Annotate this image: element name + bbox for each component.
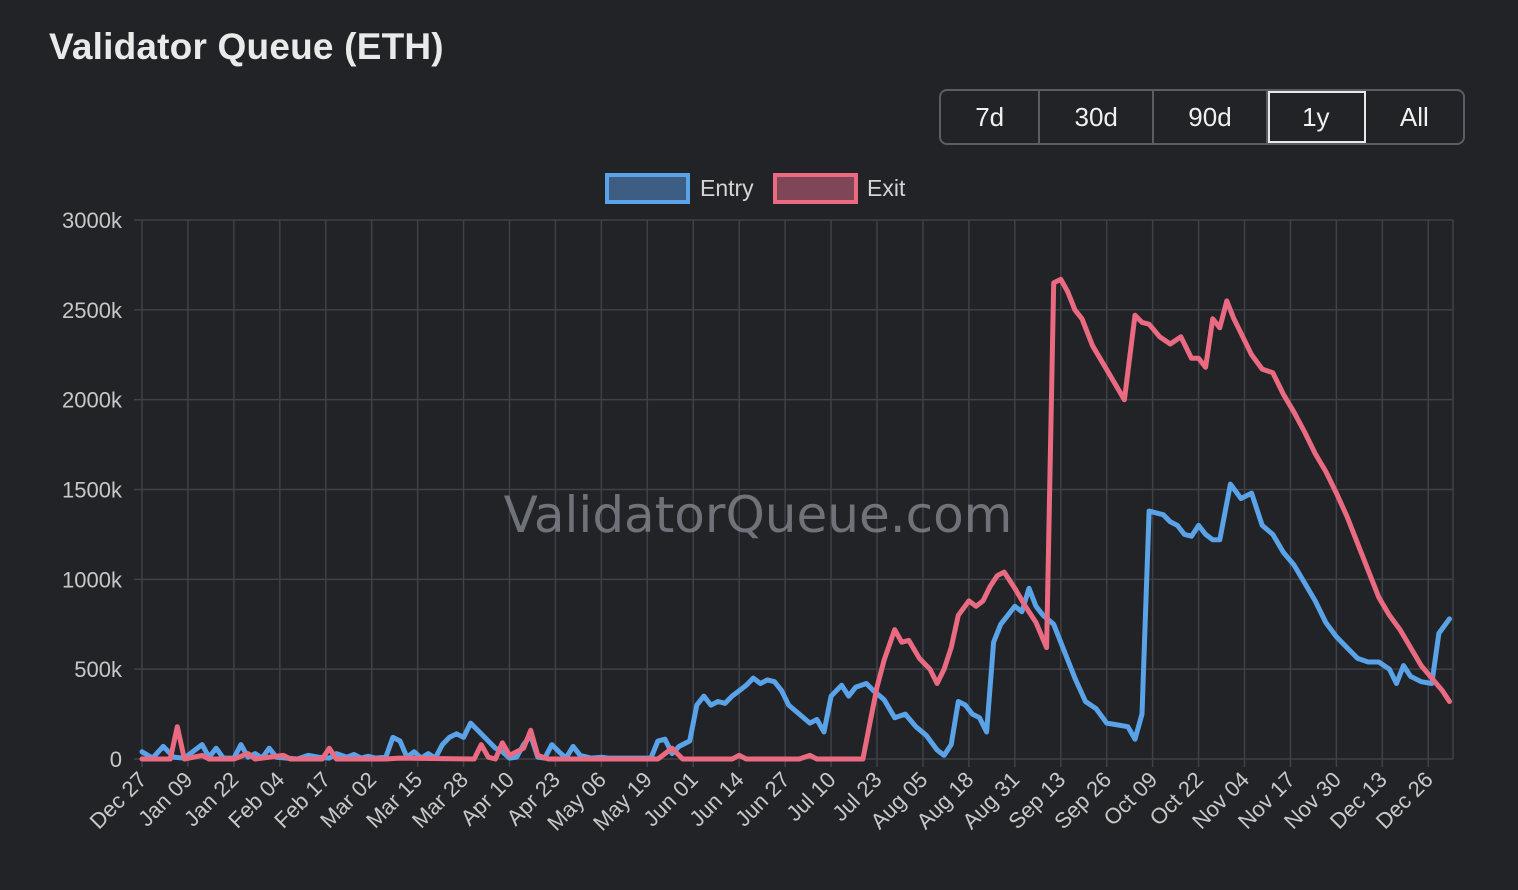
x-tick-label: Jul 10	[781, 767, 840, 826]
range-button-7d[interactable]: 7d	[941, 91, 1041, 143]
legend-label-exit: Exit	[867, 175, 906, 201]
range-button-30d[interactable]: 30d	[1040, 91, 1155, 143]
y-axis-ticks: 0 500k 1000k 1500k 2000k 2500k 3000k	[62, 208, 123, 772]
series-line-exit	[139, 276, 1452, 762]
y-tick-label: 1500k	[62, 478, 123, 503]
watermark-text: ValidatorQueue.com	[504, 486, 1013, 544]
y-tick-label: 2500k	[62, 298, 123, 323]
page-title: Validator Queue (ETH)	[49, 26, 444, 67]
legend-label-entry: Entry	[700, 175, 754, 201]
legend-item-exit[interactable]: Exit	[773, 173, 906, 204]
chart-series	[139, 276, 1452, 762]
legend-swatch-exit	[773, 173, 858, 204]
y-tick-label: 2000k	[62, 388, 123, 413]
range-button-90d[interactable]: 90d	[1154, 91, 1268, 143]
range-button-1y[interactable]: 1y	[1267, 91, 1366, 143]
x-tick-label: Dec 27	[85, 767, 152, 834]
range-button-all[interactable]: All	[1366, 91, 1463, 143]
legend-swatch-entry	[605, 173, 690, 204]
chart-legend: Entry Exit	[605, 173, 906, 204]
y-tick-label: 1000k	[62, 567, 123, 592]
legend-item-entry[interactable]: Entry	[605, 173, 754, 204]
y-tick-label: 0	[110, 747, 122, 772]
time-range-selector: 7d 30d 90d 1y All	[939, 89, 1465, 145]
y-tick-label: 500k	[74, 657, 123, 682]
y-tick-label: 3000k	[62, 208, 123, 233]
